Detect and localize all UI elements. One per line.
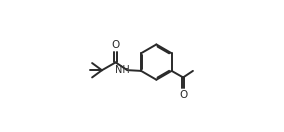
Text: NH: NH [114, 65, 129, 75]
Text: O: O [179, 90, 187, 100]
Text: O: O [112, 40, 120, 50]
